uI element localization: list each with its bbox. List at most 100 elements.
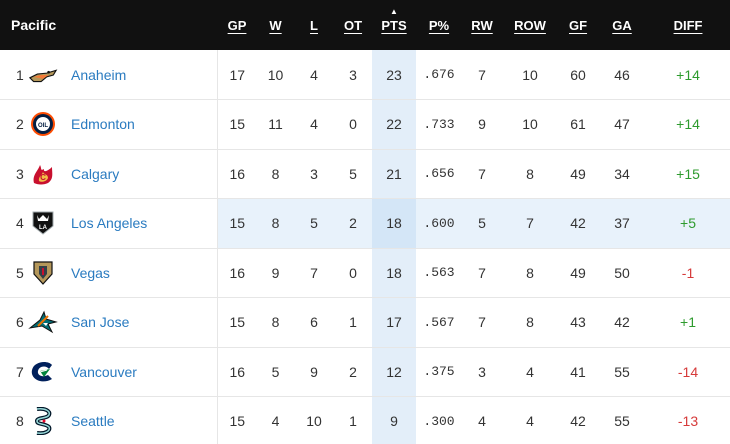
team-link[interactable]: Los Angeles [71,215,148,232]
team-cell[interactable]: San Jose [28,298,217,348]
table-row: 6 San Jose 15 8 6 1 17 .567 7 8 43 42 +1 [0,297,730,348]
rank-cell: 6 [16,314,24,331]
ot-cell: 0 [349,116,357,133]
vegas-golden-knights-logo-icon [28,258,58,288]
col-pts[interactable]: ▲ PTS [372,0,417,50]
gp-cell: 17 [216,50,258,100]
ppct-cell: .563 [423,265,455,281]
team-cell[interactable]: Seattle [28,397,217,444]
row-cell: 7 [502,198,559,248]
rw-cell: 7 [478,264,486,281]
table-row: 7 Vancouver 16 5 9 2 12 .375 3 4 41 55 -14 [0,347,730,397]
diff-cell: -1 [681,264,695,281]
rank-cell: 1 [16,66,24,83]
rw-cell: 7 [478,314,486,331]
diff-cell: +14 [676,66,700,83]
seattle-kraken-logo-icon [28,406,58,436]
col-ppct[interactable]: P% [428,17,450,33]
w-cell: 10 [267,66,284,83]
l-cell: 10 [306,413,322,430]
rank-cell: 4 [16,215,24,232]
col-ga[interactable]: GA [612,17,632,33]
table-row: 8 Seattle 15 4 10 1 9 .300 4 4 42 55 -13 [0,396,730,444]
svg-text:C: C [40,173,46,182]
row-cell: 4 [526,413,534,430]
ppct-cell: .676 [423,67,455,82]
w-cell: 9 [271,264,280,281]
ppct-cell: .375 [423,364,455,380]
w-cell: 8 [257,198,295,248]
ga-cell: 55 [614,413,630,430]
ppct-cell: .300 [423,413,455,429]
rw-cell: 3 [478,363,486,380]
ot-cell: 2 [334,198,373,248]
col-gp[interactable]: GP [227,17,247,33]
sort-up-icon: ▲ [390,7,398,16]
row-cell: 10 [522,66,538,83]
team-cell[interactable]: Vancouver [28,347,217,397]
w-cell: 11 [268,116,283,133]
row-cell: 8 [526,314,534,331]
row-cell: 8 [526,165,534,182]
calgary-flames-logo-icon: C [28,159,58,189]
gf-cell: 42 [558,198,599,248]
row-cell: 4 [526,363,534,380]
ot-cell: 1 [349,314,357,331]
gf-cell: 41 [570,363,586,380]
ppct-cell: .656 [423,166,455,182]
gf-cell: 60 [570,66,586,83]
pts-cell: 9 [372,396,417,444]
l-cell: 3 [310,165,318,182]
team-link[interactable]: Anaheim [71,66,127,83]
ppct-cell: .600 [416,198,463,248]
gf-cell: 61 [570,116,586,133]
w-cell: 4 [271,413,280,430]
col-l[interactable]: L [310,17,318,33]
team-cell[interactable]: Anaheim [28,50,217,100]
team-cell[interactable]: C Calgary [28,149,217,199]
diff-cell: -13 [677,413,699,430]
ga-cell: 42 [614,314,630,331]
pts-cell: 18 [372,248,417,298]
table-row: 5 Vegas 16 9 7 0 18 .563 7 8 49 50 -1 [0,248,730,298]
team-link[interactable]: Calgary [71,165,120,182]
vancouver-canucks-logo-icon [28,357,58,387]
col-diff[interactable]: DIFF [673,17,703,33]
col-rw[interactable]: RW [471,17,493,33]
col-gf[interactable]: GF [568,17,588,33]
san-jose-sharks-logo-icon [28,307,58,337]
team-link[interactable]: San Jose [71,314,130,331]
pts-cell: 21 [372,149,417,199]
ga-cell: 47 [614,116,630,133]
diff-cell: -14 [677,363,699,380]
pts-cell: 22 [372,99,417,149]
team-link[interactable]: Vegas [71,264,110,281]
team-cell[interactable]: Vegas [28,248,217,298]
row-cell: 10 [522,116,538,133]
svg-text:OIL: OIL [38,123,48,129]
diff-cell: +5 [646,198,730,248]
rw-cell: 4 [478,413,486,430]
col-ot[interactable]: OT [343,17,363,33]
gf-cell: 49 [570,165,586,182]
col-w[interactable]: W [269,17,282,33]
w-cell: 8 [271,314,280,331]
table-row: 4 LA Los Angeles 15 8 5 2 18.600 5 7 42 37 +5 [0,198,730,249]
gp-cell: 15 [216,198,258,248]
team-link[interactable]: Seattle [71,413,115,430]
team-link[interactable]: Edmonton [71,116,135,133]
table-row: 2 OIL Edmonton 15 11 4 0 22 .733 9 10 61 47 +14 [0,99,730,150]
division-title: Pacific [11,17,57,33]
rank-cell: 8 [16,413,24,430]
team-cell[interactable]: OIL Edmonton [28,100,217,150]
rank-cell: 3 [16,165,24,182]
gf-cell: 42 [570,413,586,430]
col-row[interactable]: ROW [514,17,546,33]
team-cell[interactable]: LA Los Angeles [28,199,217,249]
table-row: 3 C Calgary 16 8 3 5 21 .656 7 8 49 34 +15 [0,149,730,199]
los-angeles-kings-logo-icon: LA [28,208,58,238]
gp-cell: 15 [216,99,258,149]
rw-cell: 7 [478,66,486,83]
team-link[interactable]: Vancouver [71,363,137,380]
